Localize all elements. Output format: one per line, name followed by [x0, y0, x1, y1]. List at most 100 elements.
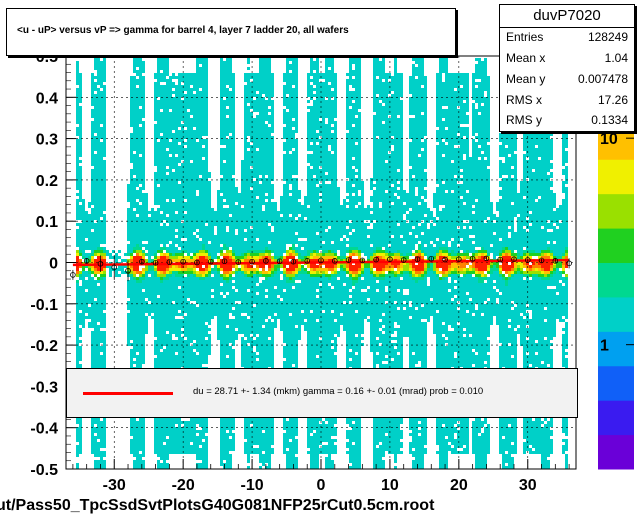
- heatmap-cell: [229, 154, 232, 157]
- heatmap-cell: [166, 226, 169, 229]
- heatmap-cell: [151, 223, 154, 226]
- heatmap-cell: [169, 313, 172, 316]
- heatmap-cell: [94, 322, 97, 325]
- heatmap-cell: [184, 364, 187, 367]
- heatmap-cell: [166, 421, 169, 424]
- heatmap-cell: [214, 304, 217, 307]
- heatmap-cell: [232, 445, 235, 448]
- heatmap-cell: [217, 316, 220, 319]
- heatmap-cell: [205, 307, 208, 310]
- heatmap-cell: [202, 457, 205, 460]
- heatmap-cell: [187, 307, 190, 310]
- heatmap-cell: [133, 244, 136, 247]
- heatmap-cell: [241, 232, 244, 235]
- heatmap-cell: [205, 100, 208, 103]
- heatmap-cell: [136, 448, 139, 451]
- heatmap-cell: [199, 61, 202, 64]
- heatmap-cell: [187, 187, 190, 190]
- heatmap-cell: [151, 298, 154, 301]
- heatmap-cell: [139, 115, 142, 118]
- heatmap-cell: [232, 247, 235, 250]
- heatmap-cell: [97, 466, 100, 469]
- heatmap-cell: [169, 82, 172, 85]
- heatmap-cell: [172, 181, 175, 184]
- heatmap-cell: [196, 115, 199, 118]
- heatmap-cell: [166, 136, 169, 139]
- heatmap-cell: [244, 172, 247, 175]
- heatmap-cell: [139, 292, 142, 295]
- heatmap-cell: [160, 124, 163, 127]
- heatmap-cell: [229, 106, 232, 109]
- heatmap-cell: [178, 280, 181, 283]
- heatmap-cell: [223, 283, 226, 286]
- heatmap-cell: [217, 208, 220, 211]
- heatmap-cell: [145, 235, 148, 238]
- heatmap-cell: [136, 358, 139, 361]
- heatmap-cell: [241, 172, 244, 175]
- heatmap-cell: [130, 175, 133, 178]
- heatmap-cell: [169, 334, 172, 337]
- heatmap-cell: [151, 238, 154, 241]
- heatmap-cell: [94, 148, 97, 151]
- heatmap-cell: [232, 436, 235, 439]
- heatmap-cell: [202, 241, 205, 244]
- heatmap-cell: [181, 241, 184, 244]
- heatmap-cell: [193, 448, 196, 451]
- heatmap-cell: [94, 289, 97, 292]
- heatmap-cell: [184, 289, 187, 292]
- heatmap-cell: [184, 451, 187, 454]
- heatmap-cell: [85, 280, 88, 283]
- heatmap-cell: [202, 337, 205, 340]
- heatmap-cell: [142, 295, 145, 298]
- heatmap-cell: [238, 220, 241, 223]
- heatmap-cell: [244, 73, 247, 76]
- heatmap-cell: [157, 142, 160, 145]
- heatmap-cell: [160, 103, 163, 106]
- heatmap-cell: [97, 133, 100, 136]
- heatmap-cell: [205, 439, 208, 442]
- heatmap-cell: [208, 205, 211, 208]
- heatmap-cell: [169, 76, 172, 79]
- heatmap-cell: [91, 259, 94, 262]
- heatmap-cell: [142, 202, 145, 205]
- heatmap-cell: [127, 223, 130, 226]
- heatmap-cell: [172, 361, 175, 364]
- heatmap-cell: [199, 130, 202, 133]
- heatmap-cell: [163, 169, 166, 172]
- heatmap-cell: [154, 112, 157, 115]
- heatmap-cell: [196, 103, 199, 106]
- heatmap-cell: [100, 85, 103, 88]
- heatmap-cell: [184, 358, 187, 361]
- heatmap-cell: [187, 148, 190, 151]
- heatmap-cell: [226, 241, 229, 244]
- heatmap-cell: [139, 139, 142, 142]
- heatmap-cell: [181, 223, 184, 226]
- heatmap-cell: [85, 226, 88, 229]
- heatmap-cell: [178, 145, 181, 148]
- heatmap-cell: [193, 355, 196, 358]
- heatmap-cell: [181, 352, 184, 355]
- heatmap-cell: [97, 70, 100, 73]
- heatmap-cell: [160, 148, 163, 151]
- heatmap-cell: [142, 271, 145, 274]
- heatmap-cell: [136, 184, 139, 187]
- heatmap-cell: [91, 442, 94, 445]
- heatmap-cell: [100, 292, 103, 295]
- heatmap-cell: [223, 103, 226, 106]
- heatmap-cell: [181, 79, 184, 82]
- heatmap-cell: [169, 277, 172, 280]
- heatmap-cell: [232, 121, 235, 124]
- heatmap-cell: [178, 175, 181, 178]
- heatmap-cell: [127, 292, 130, 295]
- heatmap-cell: [229, 331, 232, 334]
- heatmap-cell: [187, 316, 190, 319]
- heatmap-cell: [142, 157, 145, 160]
- heatmap-cell: [202, 124, 205, 127]
- heatmap-cell: [220, 76, 223, 79]
- heatmap-cell: [94, 244, 97, 247]
- heatmap-cell: [166, 127, 169, 130]
- heatmap-cell: [154, 331, 157, 334]
- heatmap-cell: [202, 121, 205, 124]
- heatmap-cell: [220, 115, 223, 118]
- heatmap-cell: [130, 310, 133, 313]
